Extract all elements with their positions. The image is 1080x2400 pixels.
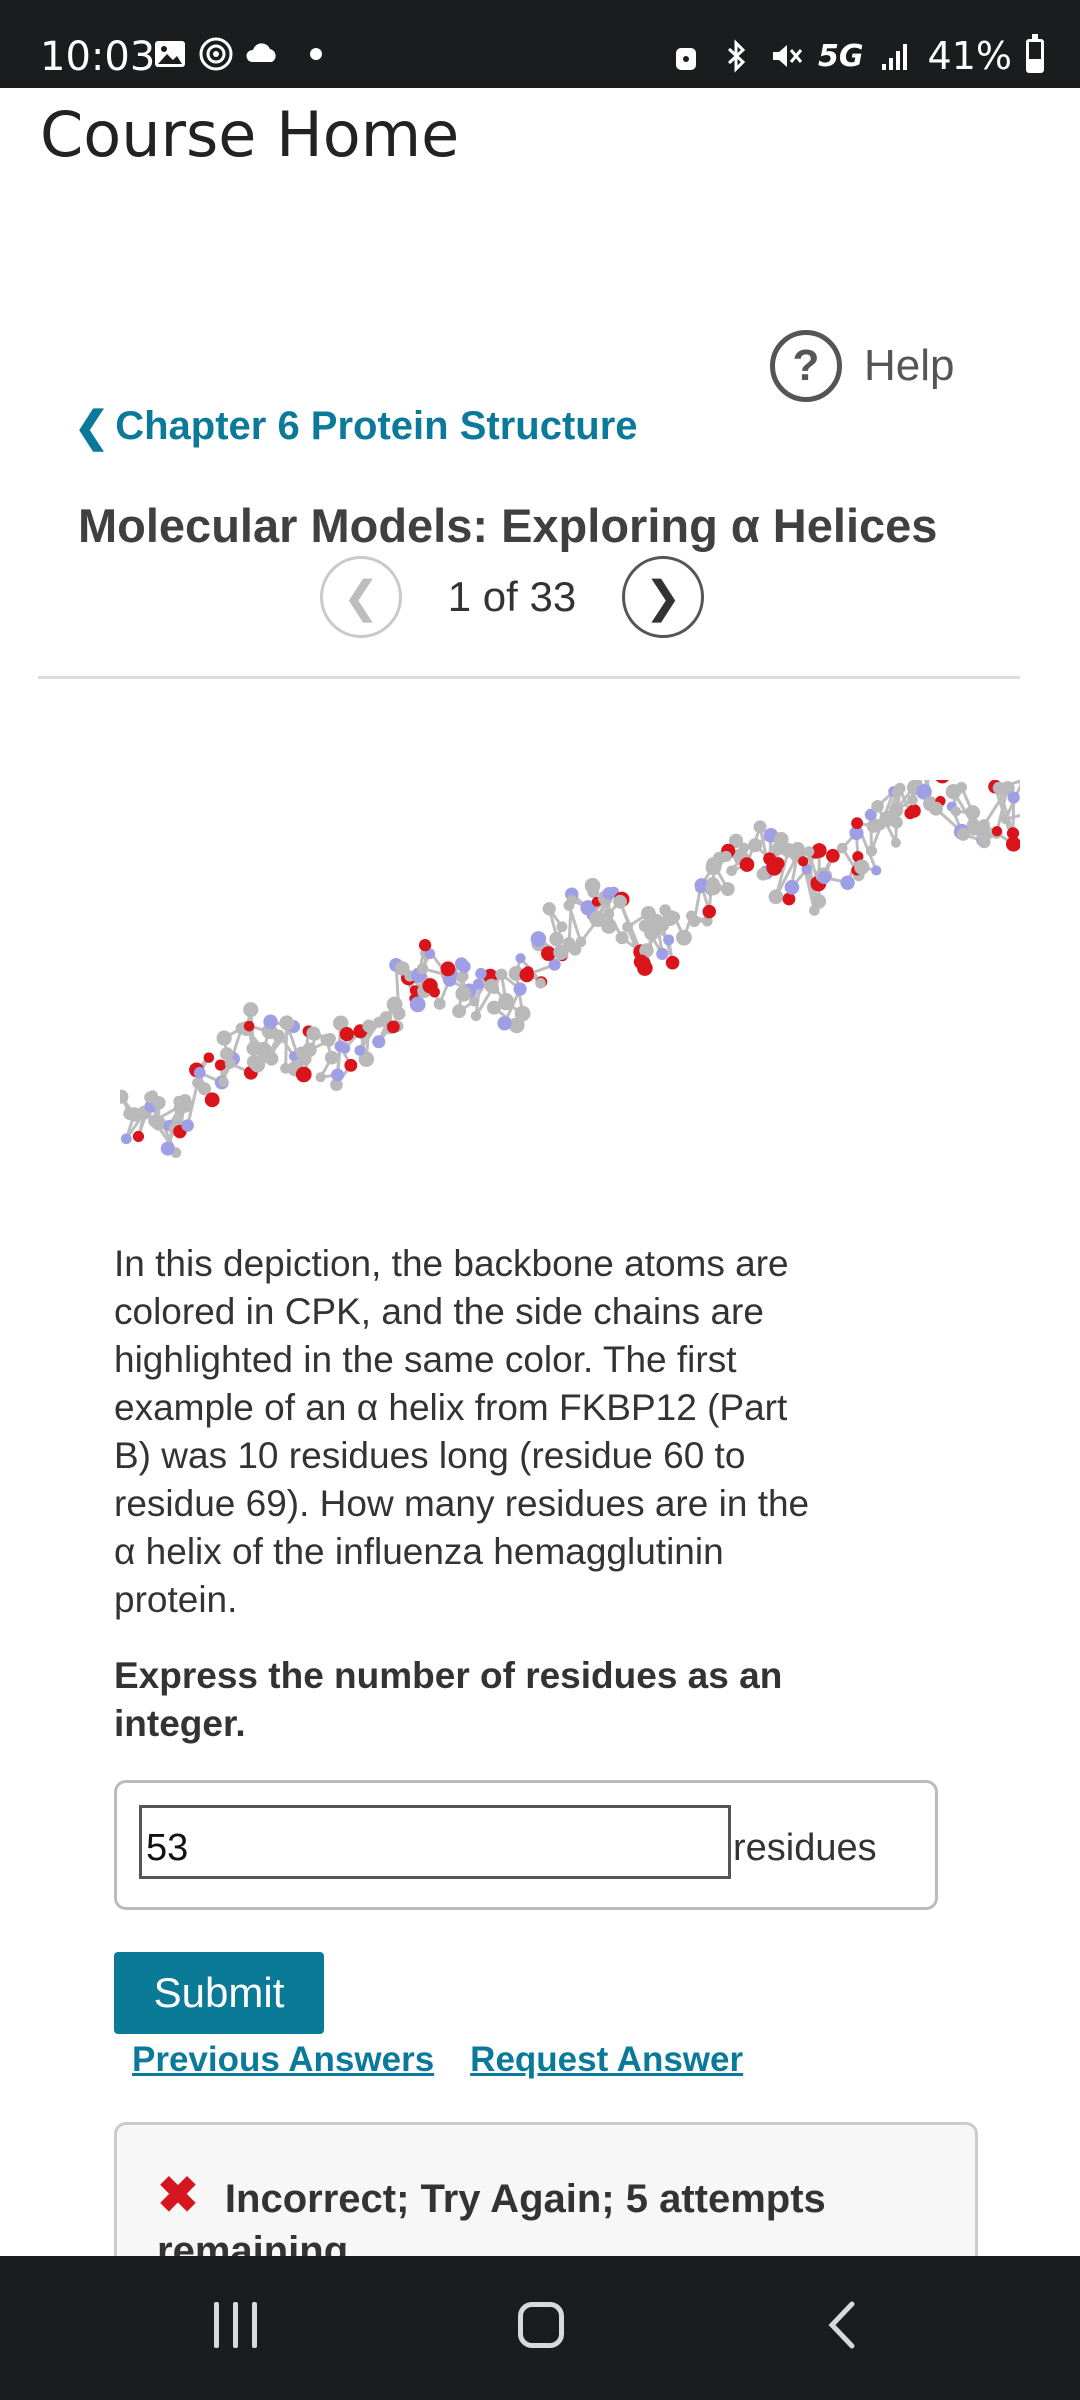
home-button[interactable] — [518, 2302, 564, 2348]
lock-icon — [676, 48, 697, 70]
page-title: Course Home — [40, 98, 460, 171]
question-text: In this depiction, the backbone atoms ar… — [114, 1243, 810, 1620]
alpha-helix-molecule-image — [120, 780, 1020, 1158]
gallery-icon — [155, 41, 185, 67]
feedback-message: ✖ Incorrect; Try Again; 5 attempts remain… — [157, 2169, 937, 2277]
status-bar: 10:03 5G 41% — [0, 0, 1080, 88]
chevron-left-icon: ❮ — [74, 403, 110, 450]
mute-icon — [773, 45, 803, 67]
help-icon: ? — [770, 330, 842, 402]
notification-dot — [310, 48, 322, 60]
answer-unit: residues — [733, 1827, 877, 1869]
battery-percent: 41% — [927, 34, 1012, 78]
recents-button[interactable] — [214, 2302, 257, 2348]
previous-page-button[interactable]: ❮ — [320, 556, 402, 638]
breadcrumb-chapter-link[interactable]: ❮ Chapter 6 Protein Structure — [74, 402, 638, 451]
divider — [38, 676, 1020, 679]
answer-input[interactable] — [139, 1805, 731, 1879]
activity-title: Molecular Models: Exploring α Helices — [78, 499, 938, 552]
cloud-icon — [246, 43, 276, 62]
answer-instruction: Express the number of residues as an int… — [114, 1655, 783, 1744]
network-type: 5G — [818, 38, 864, 74]
status-time: 10:03 — [40, 34, 156, 80]
page-indicator: 1 of 33 — [447, 573, 577, 620]
previous-answers-link[interactable]: Previous Answers — [132, 2040, 435, 2079]
help-button[interactable]: ? Help — [770, 330, 955, 402]
battery-icon — [1026, 34, 1044, 73]
breadcrumb-label: Chapter 6 Protein Structure — [115, 404, 638, 448]
status-icons-right: 5G 41% — [668, 34, 1044, 78]
answer-box: residues — [114, 1780, 938, 1910]
pager: ❮ 1 of 33 ❯ — [320, 556, 704, 638]
help-label: Help — [864, 341, 955, 390]
system-nav-bar — [0, 2256, 1080, 2400]
back-button[interactable] — [822, 2298, 862, 2352]
status-icons-left — [152, 36, 322, 72]
answer-links: Previous Answers Request Answer — [132, 2040, 743, 2080]
error-x-icon: ✖ — [157, 2167, 199, 2223]
request-answer-link[interactable]: Request Answer — [470, 2040, 744, 2079]
next-page-button[interactable]: ❯ — [622, 556, 704, 638]
at-sign-icon — [199, 37, 233, 71]
signal-icon — [881, 44, 907, 70]
feedback-text: Incorrect; Try Again; 5 attempts remaini… — [157, 2177, 826, 2273]
submit-button[interactable]: Submit — [114, 1952, 324, 2034]
bluetooth-icon — [728, 39, 746, 73]
